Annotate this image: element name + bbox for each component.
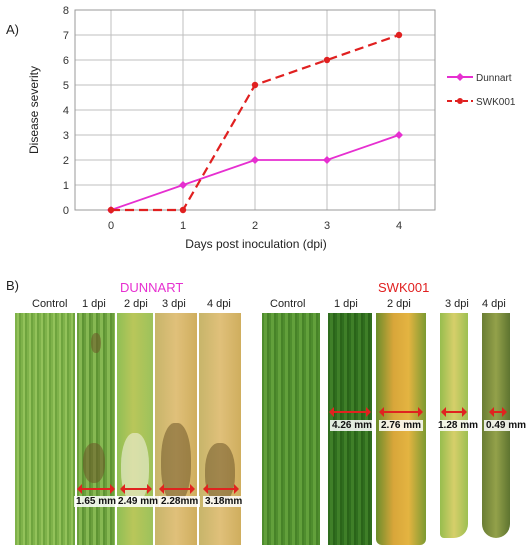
dunnart-measure-label-3dpi: 2.28mm	[159, 496, 201, 507]
data-point-dunnart	[179, 181, 187, 189]
dunnart-measure-arrow-4dpi	[203, 484, 239, 494]
dunnart-photo-title: DUNNART	[120, 280, 184, 295]
disease-severity-chart: 0 1 2 3 4 5 6 7 8 0 1 2 3 4 Dunnart SWK001 Disease sev…	[27, 5, 516, 251]
swk001-col-2dpi: 2 dpi	[387, 298, 411, 310]
panel-a-label: A)	[6, 22, 19, 37]
y-tick-label: 0	[63, 205, 69, 217]
y-tick-label: 1	[63, 180, 69, 192]
dunnart-col-3dpi: 3 dpi	[162, 298, 186, 310]
dunnart-measure-label-2dpi: 2.49 mm	[116, 496, 161, 507]
data-point-swk001	[179, 206, 187, 214]
data-point-swk001	[323, 56, 331, 64]
panel-b-label: B)	[6, 278, 19, 293]
data-point-swk001	[395, 31, 403, 39]
dunnart-col-2dpi: 2 dpi	[124, 298, 148, 310]
dunnart-leaf-3dpi	[155, 313, 197, 545]
y-tick-label: 7	[63, 30, 69, 42]
data-point-dunnart	[323, 156, 331, 164]
swk001-measure-arrow-4dpi	[489, 407, 507, 417]
swk001-leaf-control	[262, 313, 320, 545]
legend-label-dunnart: Dunnart	[476, 73, 512, 84]
y-tick-label: 4	[63, 105, 69, 117]
x-axis-title: Days post inoculation (dpi)	[185, 237, 326, 251]
swk001-col-1dpi: 1 dpi	[334, 298, 358, 310]
x-tick-label: 3	[324, 220, 330, 232]
dunnart-leaf-1dpi	[77, 313, 115, 545]
dunnart-measure-arrow-3dpi	[159, 484, 195, 494]
y-tick-label: 2	[63, 155, 69, 167]
swk001-measure-label-2dpi: 2.76 mm	[379, 420, 424, 431]
data-point-swk001	[251, 81, 259, 89]
y-tick-label: 8	[63, 5, 69, 17]
y-axis-title: Disease severity	[27, 66, 41, 154]
x-tick-label: 4	[396, 220, 402, 232]
swk001-measure-arrow-3dpi	[441, 407, 467, 417]
swk001-measure-label-4dpi: 0.49 mm	[484, 420, 529, 431]
x-tick-label: 1	[180, 220, 186, 232]
dunnart-measure-label-1dpi: 1.65 mm	[74, 496, 119, 507]
dunnart-col-4dpi: 4 dpi	[207, 298, 231, 310]
y-tick-label: 3	[63, 130, 69, 142]
plot-area-border	[74, 9, 436, 211]
dunnart-leaf-control	[15, 313, 75, 545]
data-point-swk001	[107, 206, 115, 214]
dunnart-leaf-4dpi	[199, 313, 241, 545]
x-tick-label: 0	[108, 220, 114, 232]
swk001-measure-arrow-1dpi	[329, 407, 371, 417]
swk001-photo-title: SWK001	[378, 280, 430, 295]
dunnart-col-1dpi: 1 dpi	[82, 298, 106, 310]
swk001-measure-arrow-2dpi	[379, 407, 423, 417]
swk001-col-4dpi: 4 dpi	[482, 298, 506, 310]
dunnart-measure-label-4dpi: 3.18mm	[203, 496, 245, 507]
data-point-dunnart	[251, 156, 259, 164]
swk001-col-3dpi: 3 dpi	[445, 298, 469, 310]
y-tick-label: 6	[63, 55, 69, 67]
y-tick-label: 5	[63, 80, 69, 92]
data-point-dunnart	[395, 131, 403, 139]
swk001-measure-label-1dpi: 4.26 mm	[330, 420, 375, 431]
swk001-col-control: Control	[270, 298, 306, 310]
legend-marker-dunnart	[456, 73, 464, 81]
dunnart-leaf-2dpi	[117, 313, 153, 545]
legend-marker-swk001	[457, 98, 463, 104]
swk001-measure-label-3dpi: 1.28 mm	[436, 420, 481, 431]
dunnart-measure-arrow-2dpi	[120, 484, 152, 494]
dunnart-col-control: Control	[32, 298, 68, 310]
legend-label-swk001: SWK001	[476, 97, 516, 108]
x-tick-label: 2	[252, 220, 258, 232]
dunnart-measure-arrow-1dpi	[77, 484, 115, 494]
